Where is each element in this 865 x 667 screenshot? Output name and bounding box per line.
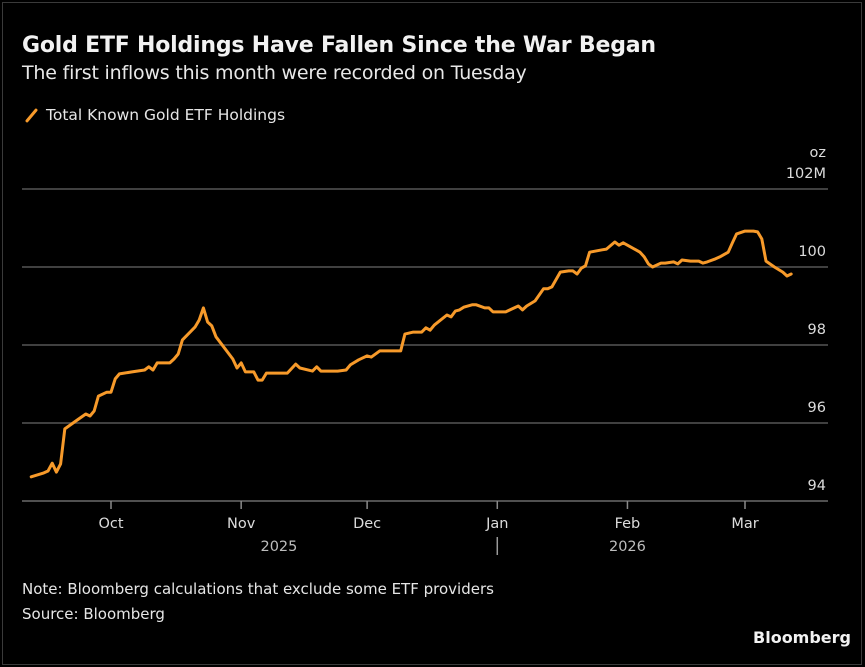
legend: Total Known Gold ETF Holdings — [22, 106, 285, 124]
x-tick-label: Feb — [615, 516, 641, 532]
series-line-total-known-gold-etf-holdings — [29, 229, 793, 479]
x-year-label: 2025 — [260, 539, 297, 555]
x-year-label: 2026 — [609, 539, 646, 555]
bloomberg-logo: Bloomberg — [753, 628, 851, 647]
y-tick-label: 102M — [786, 166, 826, 182]
y-tick-label: 94 — [808, 478, 826, 494]
footnote: Note: Bloomberg calculations that exclud… — [22, 580, 494, 598]
x-tick-label: Dec — [353, 516, 381, 532]
legend-label: Total Known Gold ETF Holdings — [46, 106, 286, 124]
y-tick-label: 100 — [798, 244, 826, 260]
y-axis-unit-label: oz — [810, 145, 826, 161]
gridlines — [22, 188, 828, 502]
y-tick-label: 98 — [808, 322, 826, 338]
x-tick-label: Nov — [227, 516, 256, 532]
chart-title: Gold ETF Holdings Have Fallen Since the … — [22, 33, 656, 58]
series-points — [31, 231, 792, 477]
x-tick-label: Jan — [485, 516, 508, 532]
y-tick-label: 96 — [808, 400, 826, 416]
x-tick-label: Oct — [98, 516, 123, 532]
series-layer — [29, 229, 793, 479]
source-line: Source: Bloomberg — [22, 605, 165, 623]
x-tick-label: Mar — [731, 516, 758, 532]
chart-subtitle: The first inflows this month were record… — [22, 62, 527, 84]
y-axis-labels: oz 102M 100 98 96 94 — [786, 145, 826, 494]
x-axis: Oct Nov Dec Jan Feb Mar 2025 2026 — [98, 501, 759, 555]
